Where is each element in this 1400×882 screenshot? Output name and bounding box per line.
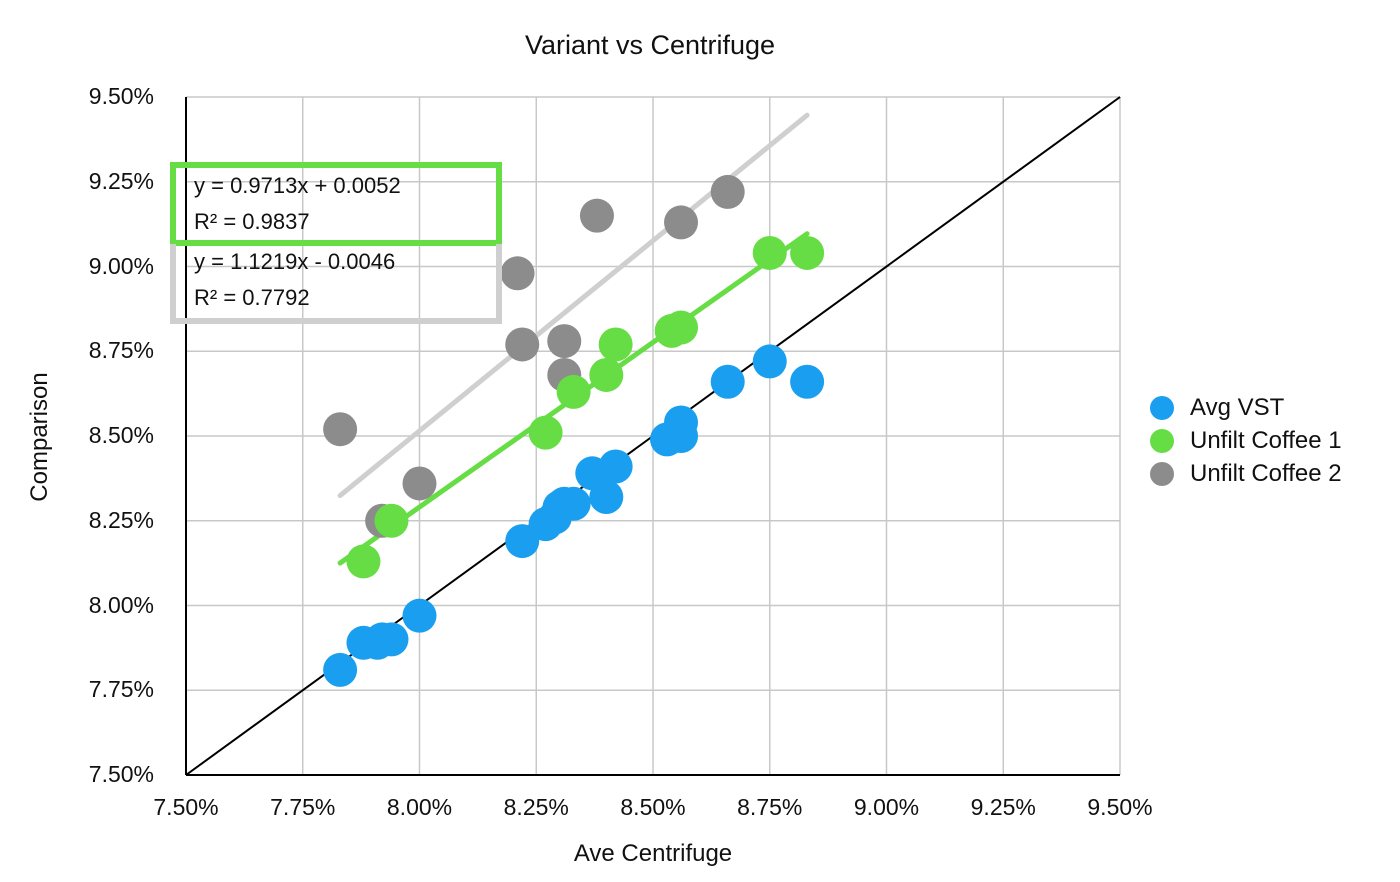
data-point-unfilt-coffee-2 xyxy=(547,324,582,359)
data-point-unfilt-coffee-2 xyxy=(402,466,437,501)
data-point-unfilt-coffee-1 xyxy=(374,503,409,538)
x-tick-label: 9.00% xyxy=(853,794,920,820)
data-point-unfilt-coffee-1 xyxy=(752,235,787,270)
data-points-layer xyxy=(323,174,825,687)
legend: Avg VST Unfilt Coffee 1 Unfilt Coffee 2 xyxy=(1150,391,1342,490)
y-tick-label: 9.25% xyxy=(88,167,154,194)
y-tick-label: 8.00% xyxy=(88,591,154,618)
data-point-avg-vst xyxy=(598,449,633,484)
data-point-avg-vst xyxy=(664,419,699,453)
trendline-equation-box-coffee-1: y = 0.9713x + 0.0052 R² = 0.9837 xyxy=(170,162,502,246)
data-point-unfilt-coffee-1 xyxy=(346,544,381,579)
legend-label: Avg VST xyxy=(1190,393,1285,421)
trendline-r-squared: R² = 0.9837 xyxy=(194,209,310,234)
x-tick-label: 7.50% xyxy=(153,794,219,820)
data-point-unfilt-coffee-2 xyxy=(323,412,358,447)
data-point-unfilt-coffee-2 xyxy=(579,198,614,233)
data-point-avg-vst xyxy=(752,344,787,379)
x-tick-label: 9.25% xyxy=(970,794,1036,820)
y-tick-label: 8.25% xyxy=(88,506,154,533)
data-point-unfilt-coffee-1 xyxy=(528,415,563,450)
x-tick-label: 8.25% xyxy=(503,794,569,820)
data-point-unfilt-coffee-1 xyxy=(589,357,624,392)
y-tick-label: 9.50% xyxy=(88,83,154,109)
data-point-avg-vst xyxy=(790,364,825,399)
data-point-unfilt-coffee-2 xyxy=(710,174,745,209)
legend-swatch xyxy=(1150,461,1174,486)
y-tick-label: 7.75% xyxy=(88,676,154,703)
grid-lines xyxy=(185,96,1121,776)
data-point-avg-vst xyxy=(323,652,358,687)
axis-lines xyxy=(185,97,1120,776)
data-point-unfilt-coffee-1 xyxy=(664,310,699,345)
trendline-equation: y = 1.1219x - 0.0046 xyxy=(194,249,396,274)
y-tick-label: 8.75% xyxy=(88,337,154,364)
data-point-unfilt-coffee-2 xyxy=(505,327,540,362)
legend-label: Unfilt Coffee 2 xyxy=(1190,459,1342,487)
trendline-equation: y = 0.9713x + 0.0052 xyxy=(194,173,401,198)
x-tick-label: 8.75% xyxy=(737,794,803,820)
y-tick-label: 7.50% xyxy=(88,761,154,787)
data-point-avg-vst xyxy=(589,480,624,515)
x-tick-label: 7.75% xyxy=(270,794,336,820)
x-axis-title: Ave Centrifuge xyxy=(573,840,733,867)
data-point-unfilt-coffee-2 xyxy=(664,205,699,240)
trendline-r-squared: R² = 0.7792 xyxy=(194,285,310,310)
x-tick-label: 8.50% xyxy=(620,794,686,820)
chart-title: Variant vs Centrifuge xyxy=(524,30,776,60)
data-point-unfilt-coffee-2 xyxy=(500,256,535,291)
x-tick-label: 9.50% xyxy=(1087,794,1153,820)
legend-item-unfilt-coffee-1[interactable]: Unfilt Coffee 1 xyxy=(1150,424,1342,457)
data-point-avg-vst xyxy=(374,622,409,657)
y-tick-label: 9.00% xyxy=(88,252,154,279)
legend-swatch xyxy=(1150,428,1174,453)
x-tick-label: 8.00% xyxy=(386,794,453,820)
legend-item-unfilt-coffee-2[interactable]: Unfilt Coffee 2 xyxy=(1150,457,1342,490)
legend-label: Unfilt Coffee 1 xyxy=(1190,426,1342,454)
legend-swatch xyxy=(1150,395,1174,420)
data-point-unfilt-coffee-1 xyxy=(790,235,825,270)
data-point-unfilt-coffee-1 xyxy=(598,327,633,362)
data-point-avg-vst xyxy=(505,524,540,559)
legend-item-avg-vst[interactable]: Avg VST xyxy=(1150,391,1342,424)
data-point-unfilt-coffee-1 xyxy=(556,374,591,409)
y-tick-label: 8.50% xyxy=(88,422,154,448)
trendline-equation-box-coffee-2: y = 1.1219x - 0.0046 R² = 0.7792 xyxy=(170,244,502,324)
data-point-avg-vst xyxy=(402,598,437,633)
data-point-avg-vst xyxy=(710,364,745,399)
data-point-avg-vst xyxy=(556,486,591,521)
